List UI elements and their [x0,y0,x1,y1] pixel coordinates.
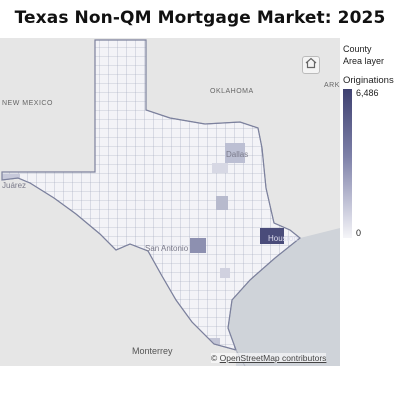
legend-color-ramp [343,89,352,238]
label-new-mexico: NEW MEXICO [2,100,53,107]
county-nueces[interactable] [220,268,230,278]
label-juarez: Juárez [2,181,27,190]
legend-layer-label-2: Area layer [343,56,385,66]
gulf-of-mexico [228,228,340,366]
label-monterrey: Monterrey [132,346,173,356]
label-arkansas: ARK [324,82,340,89]
label-dallas: Dallas [226,150,249,159]
county-dallas[interactable] [225,143,245,163]
label-oklahoma: OKLAHOMA [210,88,254,95]
texas-outline [1,39,301,351]
legend-layer-label-1: County [343,44,372,54]
attribution-copyright: © [211,353,218,363]
map-svg[interactable] [0,38,340,366]
county-harris[interactable] [260,228,284,244]
map-canvas[interactable]: OKLAHOMA NEW MEXICO ARK Monterrey Juárez… [0,38,340,366]
legend-measure-label: Originations [343,75,394,86]
county-travis[interactable] [216,196,228,210]
home-button[interactable] [302,56,320,74]
county-tarrant[interactable] [212,163,228,173]
osm-attribution-link[interactable]: OpenStreetMap contributors [219,353,327,363]
legend-min-value: 0 [356,228,362,238]
label-san-antonio: San Antonio [145,244,189,253]
legend-max-value: 6,486 [356,88,379,98]
county-bexar[interactable] [190,238,206,253]
label-houston: Houston [268,234,298,243]
map-attribution: © OpenStreetMap contributors [211,353,327,363]
home-icon [305,56,317,74]
page-title: Texas Non-QM Mortgage Market: 2025 [14,8,386,28]
